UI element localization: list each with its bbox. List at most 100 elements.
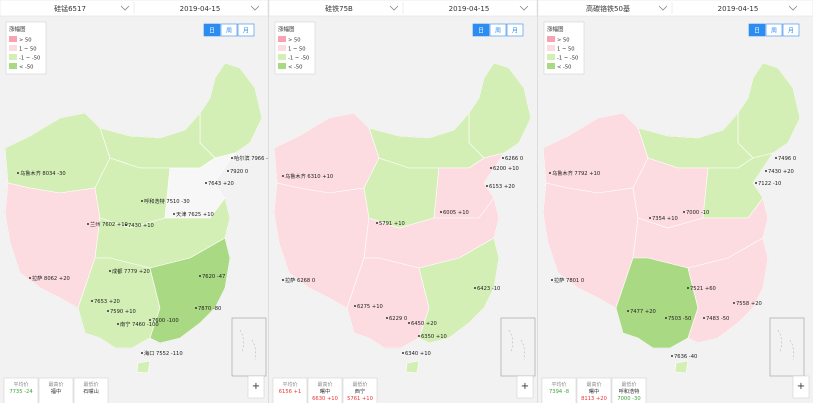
province bbox=[405, 360, 420, 374]
city-dot bbox=[486, 185, 488, 187]
legend: 涨幅图 > 50 1 ~ 50 -1 ~ -50 < -50 bbox=[274, 21, 316, 75]
city-label: 呼和浩特 7510 -30 bbox=[144, 197, 190, 205]
stat-value: 7000 -30 bbox=[617, 396, 640, 402]
legend-item: < -50 bbox=[288, 65, 302, 71]
period-button-label[interactable]: 日 bbox=[754, 28, 760, 35]
period-button-label[interactable]: 月 bbox=[512, 28, 518, 35]
city-label: 兰州 7602 +10 bbox=[90, 220, 128, 228]
legend-item: > 50 bbox=[557, 38, 570, 44]
city-label: 5791 +10 bbox=[379, 221, 405, 227]
city-dot bbox=[354, 305, 356, 307]
period-button[interactable] bbox=[220, 23, 238, 37]
city-dot bbox=[683, 211, 685, 213]
province bbox=[77, 257, 161, 349]
period-button-label[interactable]: 日 bbox=[209, 28, 215, 35]
product-select[interactable]: 高碳铬铁50基 bbox=[586, 4, 630, 13]
legend-title: 涨幅图 bbox=[278, 25, 295, 33]
legend-swatch bbox=[278, 54, 286, 60]
city-label: 7483 -50 bbox=[706, 316, 729, 322]
product-select[interactable]: 硅铁75B bbox=[325, 4, 353, 13]
city-dot bbox=[408, 322, 410, 324]
city-dot bbox=[418, 335, 420, 337]
legend-swatch bbox=[9, 54, 17, 60]
stat-cell bbox=[576, 377, 612, 407]
city-dot bbox=[502, 157, 504, 159]
city-label: 6340 +10 bbox=[405, 351, 431, 357]
period-button[interactable] bbox=[506, 23, 524, 37]
city-dot bbox=[775, 157, 777, 159]
zoom-in-label[interactable]: + bbox=[252, 381, 260, 392]
city-dot bbox=[117, 323, 119, 325]
stat-cell bbox=[342, 377, 378, 407]
date-select[interactable]: 2019-04-15 bbox=[449, 5, 490, 13]
city-dot bbox=[551, 279, 553, 281]
product-select[interactable]: 硅锰6517 bbox=[54, 4, 86, 13]
stat-name: 福中 bbox=[51, 387, 61, 395]
city-dot bbox=[109, 270, 111, 272]
legend-swatch bbox=[547, 36, 555, 42]
city-dot bbox=[386, 317, 388, 319]
period-button[interactable] bbox=[489, 23, 507, 37]
city-label: 7620 -47 bbox=[202, 274, 225, 280]
stat-value: 6156 +1 bbox=[279, 389, 302, 395]
chevron bbox=[658, 5, 668, 11]
city-dot bbox=[649, 217, 651, 219]
period-button[interactable] bbox=[765, 23, 783, 37]
city-dot bbox=[91, 300, 93, 302]
stat-title: 最高价 bbox=[317, 381, 332, 388]
city-label: 南宁 7460 -100 bbox=[120, 320, 159, 328]
city-dot bbox=[376, 222, 378, 224]
city-label: 7636 -40 bbox=[674, 354, 697, 360]
city-label: 6153 +20 bbox=[489, 184, 515, 190]
stat-name: 石嘴山 bbox=[83, 387, 99, 395]
legend-item: 1 ~ 50 bbox=[288, 47, 306, 53]
stat-title: 平均价 bbox=[551, 381, 566, 388]
stat-cell bbox=[38, 377, 74, 407]
stat-title: 最低价 bbox=[621, 381, 636, 388]
stat-title: 最高价 bbox=[586, 381, 601, 388]
stat-value: 6630 +10 bbox=[312, 396, 338, 402]
stat-name: 西宁 bbox=[355, 387, 365, 395]
zoom-button[interactable] bbox=[247, 375, 265, 399]
map-panel: 硅铁75B 2019-04-15 乌鲁木齐 6310 +10 6200 +10 6266… bbox=[268, 0, 538, 407]
chevron bbox=[389, 5, 399, 11]
period-button-label[interactable]: 周 bbox=[495, 28, 501, 35]
city-label: 7558 +20 bbox=[736, 301, 762, 307]
city-dot bbox=[490, 167, 492, 169]
city-dot bbox=[205, 182, 207, 184]
period-button-label[interactable]: 周 bbox=[226, 28, 232, 35]
period-button[interactable] bbox=[203, 23, 221, 37]
city-dot bbox=[195, 307, 197, 309]
city-dot bbox=[733, 302, 735, 304]
zoom-in-label[interactable]: + bbox=[797, 381, 805, 392]
period-button[interactable] bbox=[748, 23, 766, 37]
zoom-button[interactable] bbox=[792, 375, 810, 399]
zoom-in-label[interactable]: + bbox=[521, 381, 529, 392]
city-label: 乌鲁木齐 7792 +10 bbox=[552, 169, 600, 177]
city-label: 7920 0 bbox=[230, 169, 248, 175]
zoom-button[interactable] bbox=[516, 375, 534, 399]
period-button-label[interactable]: 日 bbox=[478, 28, 484, 35]
legend-item: -1 ~ -50 bbox=[288, 56, 309, 62]
city-dot bbox=[173, 213, 175, 215]
period-button[interactable] bbox=[782, 23, 800, 37]
period-button[interactable] bbox=[472, 23, 490, 37]
china-map: 乌鲁木齐 6310 +10 6200 +10 6266 0 6153 +20 5791 … bbox=[273, 62, 532, 374]
date-select[interactable]: 2019-04-15 bbox=[718, 5, 759, 13]
period-button-label[interactable]: 月 bbox=[243, 28, 249, 35]
south-sea-islands bbox=[239, 329, 256, 361]
period-button-label[interactable]: 周 bbox=[771, 28, 777, 35]
city-label: 成都 7779 +20 bbox=[112, 267, 150, 275]
map-panel: 硅锰6517 2019-04-15 乌鲁木齐 8034 -30 哈尔滨 7966 -2… bbox=[0, 0, 275, 407]
period-button-label[interactable]: 月 bbox=[788, 28, 794, 35]
city-label: 乌鲁木齐 6310 +10 bbox=[285, 172, 333, 180]
chevron bbox=[120, 5, 130, 11]
stat-cell bbox=[272, 377, 308, 407]
legend-title: 涨幅图 bbox=[9, 25, 26, 33]
city-dot bbox=[755, 182, 757, 184]
stat-cell bbox=[541, 377, 577, 407]
date-select[interactable]: 2019-04-15 bbox=[180, 5, 221, 13]
province bbox=[94, 157, 171, 229]
period-button[interactable] bbox=[237, 23, 255, 37]
legend-swatch bbox=[278, 45, 286, 51]
